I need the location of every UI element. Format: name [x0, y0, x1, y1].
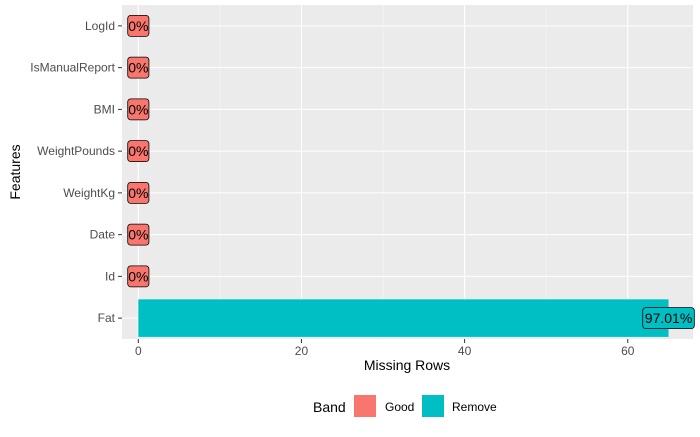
legend-label-good: Good [385, 400, 414, 414]
bar-label-date: 0% [128, 224, 149, 245]
x-tick-label: 60 [621, 344, 635, 358]
y-tick-label: LogId [85, 19, 115, 33]
x-tick-label: 20 [295, 344, 309, 358]
x-tick-label: 40 [458, 344, 472, 358]
bar-label-text: 0% [128, 185, 148, 201]
x-axis-title: Missing Rows [364, 357, 450, 373]
legend-key-good [354, 395, 376, 417]
bar-label-text: 0% [128, 101, 148, 117]
y-tick-label: WeightPounds [37, 144, 115, 158]
x-axis: 0 20 40 60 [135, 339, 635, 358]
bar-label-bmi: 0% [128, 99, 149, 120]
bar-label-ismanualreport: 0% [128, 57, 149, 78]
legend-title: Band [313, 399, 346, 415]
y-axis: LogId IsManualReport BMI WeightPounds Weight… [30, 19, 122, 325]
bar-label-text: 0% [128, 60, 148, 76]
bar-label-text: 0% [128, 227, 148, 243]
bar-label-text: 0% [128, 143, 148, 159]
bar-label-logid: 0% [128, 15, 149, 36]
bar-label-text: 97.01% [645, 310, 692, 326]
legend-key-remove [422, 395, 444, 417]
bar-label-weightpounds: 0% [128, 141, 149, 162]
legend: Band Good Remove [313, 395, 497, 417]
bar-label-id: 0% [128, 266, 149, 287]
y-tick-label: BMI [94, 102, 115, 116]
plot-panel [122, 5, 693, 339]
y-tick-label: Id [105, 269, 115, 283]
bar-label-text: 0% [128, 18, 148, 34]
legend-label-remove: Remove [452, 400, 497, 414]
bar-fat [138, 299, 668, 337]
bar-label-text: 0% [128, 268, 148, 284]
x-tick-label: 0 [135, 344, 142, 358]
y-tick-label: Date [90, 228, 116, 242]
y-tick-label: Fat [98, 311, 116, 325]
y-tick-label: IsManualReport [30, 61, 115, 75]
y-axis-title: Features [7, 144, 23, 199]
y-tick-label: WeightKg [63, 186, 115, 200]
bar-label-weightkg: 0% [128, 182, 149, 203]
bar-label-fat: 97.01% [643, 308, 695, 329]
